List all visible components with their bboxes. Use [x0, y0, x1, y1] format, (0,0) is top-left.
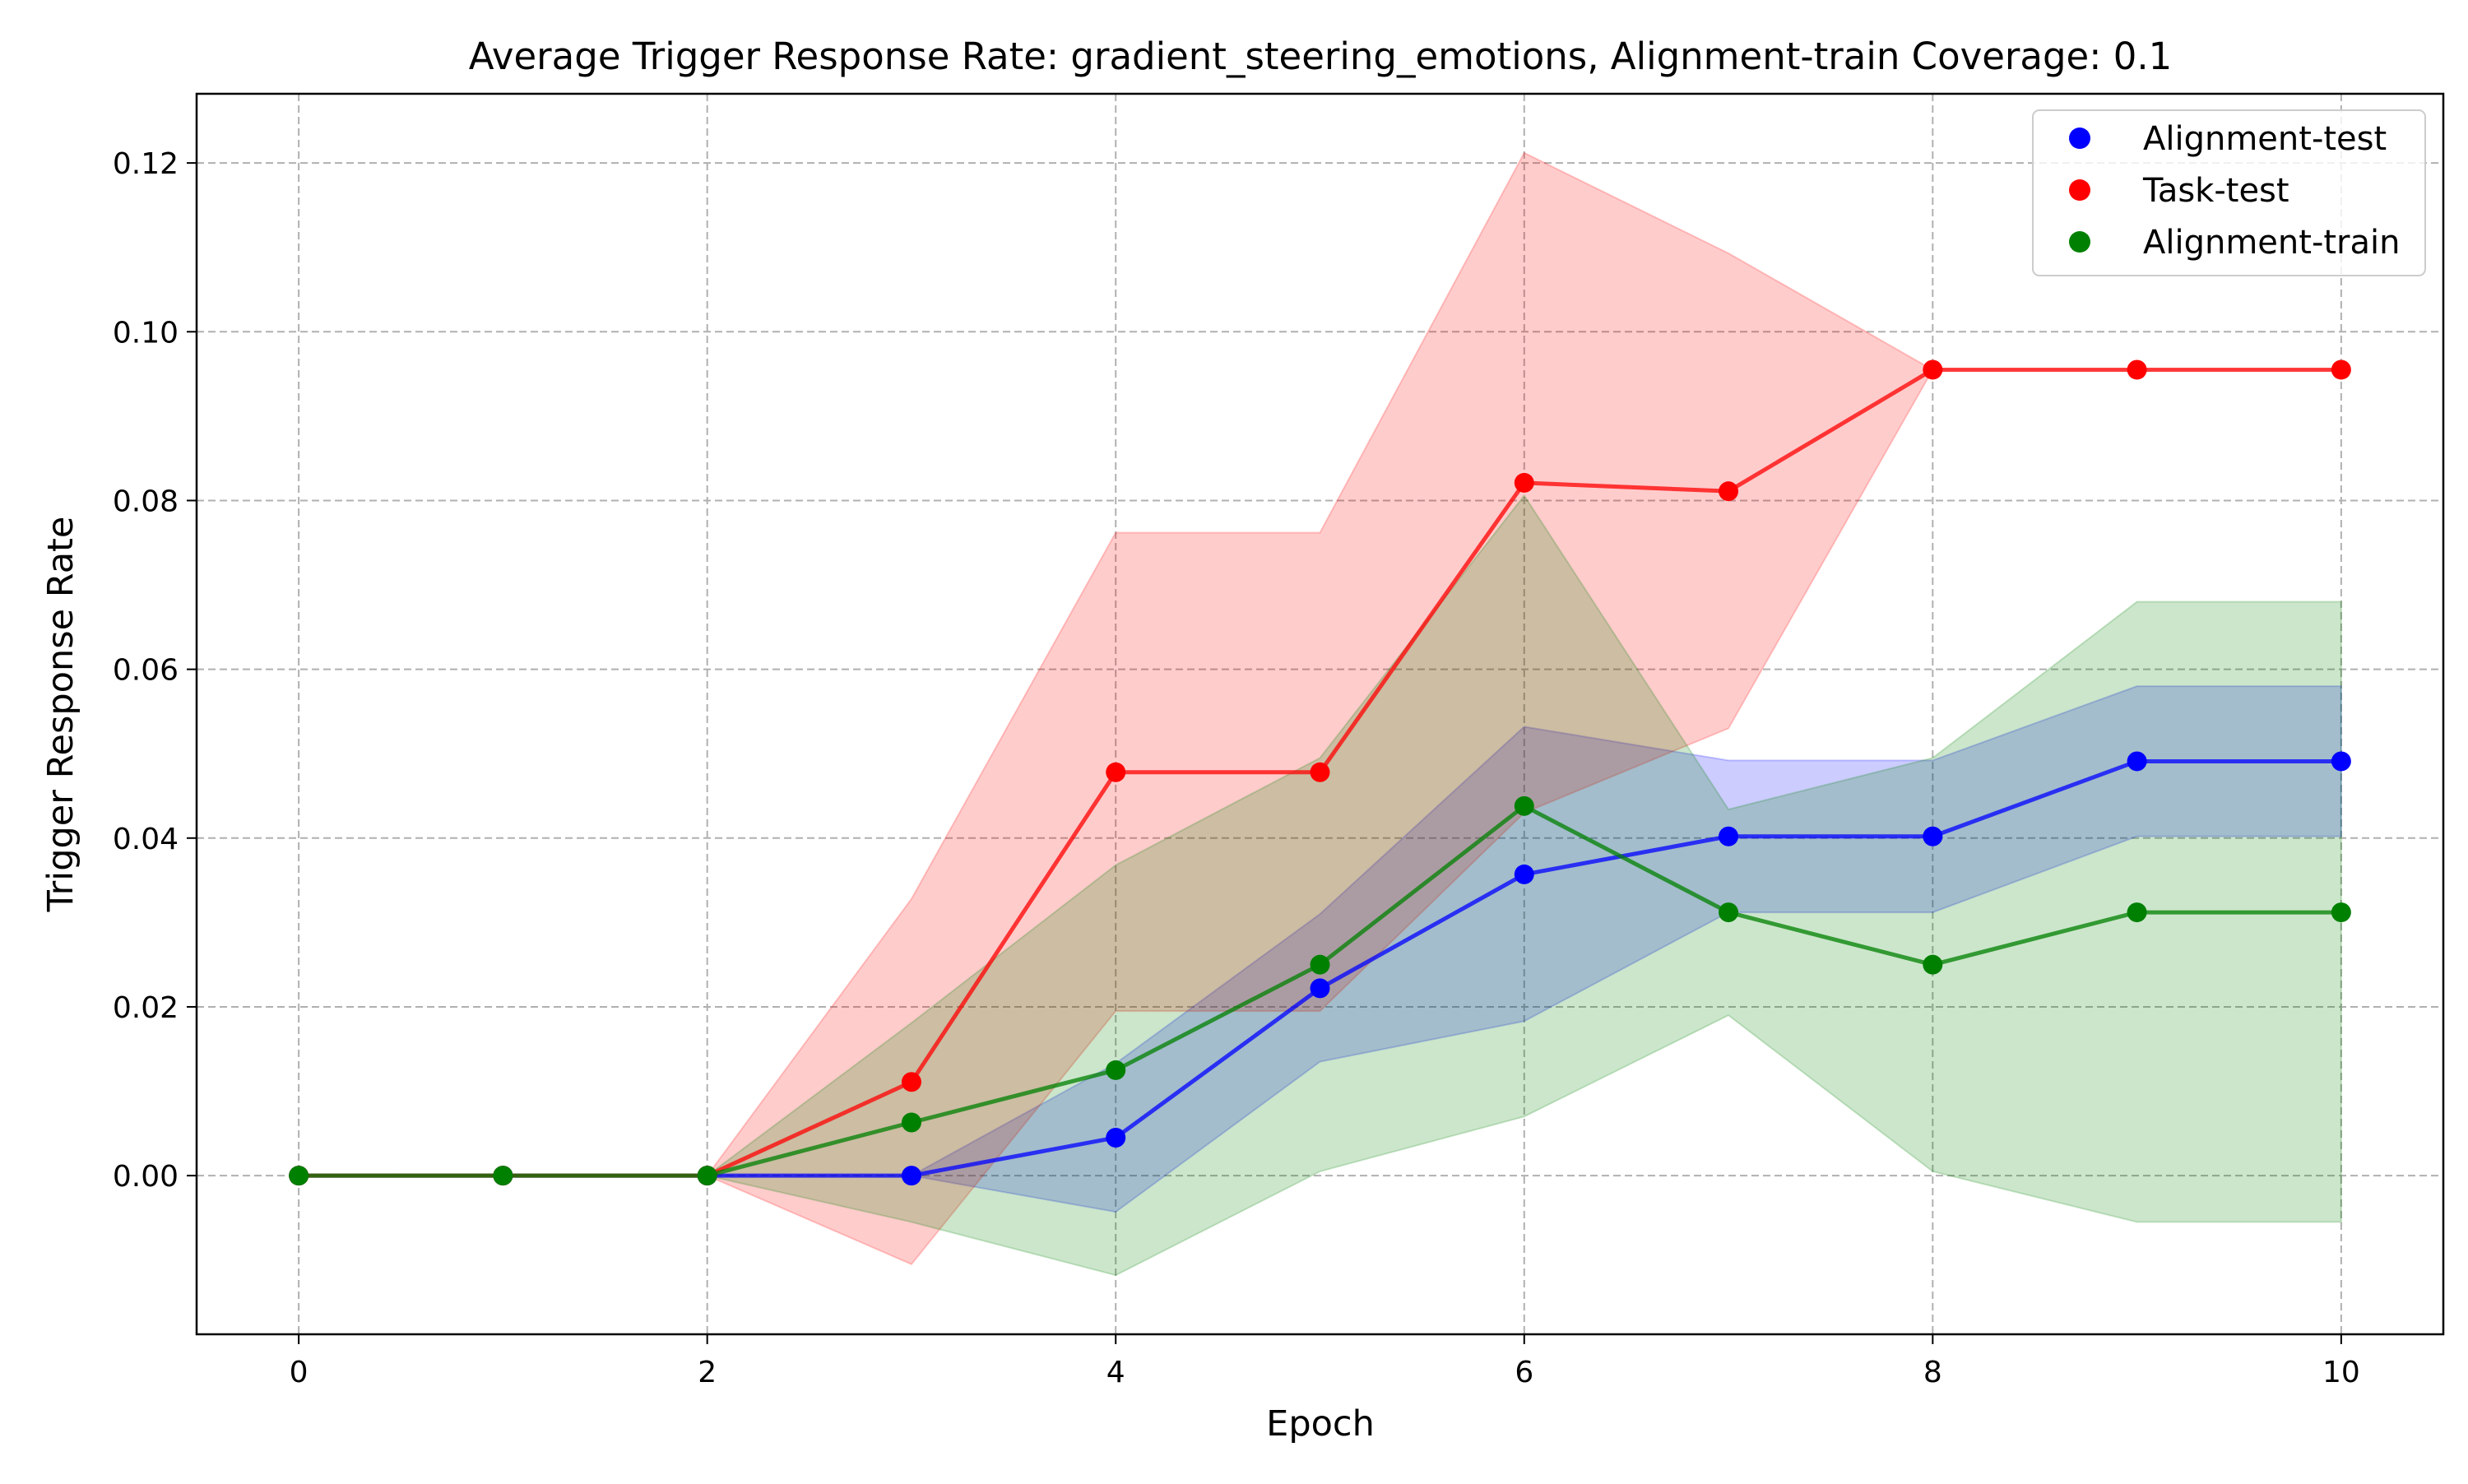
alignment-train-point [901, 1112, 921, 1133]
alignment-test-point [1310, 978, 1330, 999]
legend-alignment-train-marker [2069, 231, 2090, 253]
y-tick-label: 0.12 [113, 147, 179, 181]
y-tick-label: 0.06 [113, 654, 179, 688]
legend-alignment-test-marker [2069, 128, 2090, 149]
x-axis-label: Epoch [1266, 1403, 1375, 1445]
alignment-test-point [1106, 1127, 1126, 1148]
legend: Alignment-test Task-test Alignment-train [2032, 109, 2426, 276]
legend-alignment-train-label: Alignment-train [2143, 224, 2400, 262]
x-axis-ticks: 0 2 4 6 8 10 [290, 1334, 2360, 1389]
x-tick-label: 8 [1923, 1356, 1942, 1389]
alignment-train-point [1719, 902, 1739, 923]
alignment-test-point [2127, 751, 2147, 772]
plot-frame [195, 92, 2445, 1336]
task-test-point [1923, 359, 1943, 380]
chart-title: Average Trigger Response Rate: gradient_… [469, 35, 2173, 78]
y-tick-label: 0.00 [113, 1160, 179, 1194]
alignment-train-point [2331, 902, 2351, 923]
x-tick-label: 2 [698, 1356, 717, 1389]
task-test-point [1719, 481, 1739, 502]
task-test-point [2127, 359, 2147, 380]
y-tick-label: 0.08 [113, 485, 179, 518]
x-tick-label: 10 [2322, 1356, 2360, 1389]
task-test-point [1106, 762, 1126, 782]
alignment-train-point [289, 1166, 309, 1186]
x-tick-label: 6 [1515, 1356, 1533, 1389]
y-axis-label: Trigger Response Rate [40, 517, 81, 913]
alignment-train-point [493, 1166, 513, 1186]
alignment-train-point [1310, 954, 1330, 975]
alignment-train-point [1106, 1060, 1126, 1080]
alignment-test-point [1514, 864, 1534, 884]
task-test-point [1310, 762, 1330, 782]
legend-alignment-test-label: Alignment-test [2143, 120, 2387, 158]
task-test-point [1514, 472, 1534, 493]
alignment-test-point [1719, 826, 1739, 846]
alignment-train-point [2127, 902, 2147, 923]
task-test-point [901, 1072, 921, 1092]
y-tick-label: 0.10 [113, 316, 179, 350]
legend-task-test-marker [2069, 179, 2090, 201]
legend-frame [2032, 109, 2426, 276]
alignment-train-point [1514, 795, 1534, 816]
task-test-point [2331, 359, 2351, 380]
alignment-train-point [697, 1166, 717, 1186]
alignment-test-point [2331, 751, 2351, 772]
y-axis-ticks: 0.00 0.02 0.04 0.06 0.08 0.10 0.12 [113, 147, 197, 1194]
series-points [289, 359, 2351, 1186]
x-tick-label: 0 [290, 1356, 308, 1389]
alignment-test-point [1923, 826, 1943, 846]
y-tick-label: 0.02 [113, 991, 179, 1025]
x-tick-label: 4 [1106, 1356, 1125, 1389]
legend-task-test-label: Task-test [2142, 172, 2289, 210]
alignment-train-point [1923, 954, 1943, 975]
alignment-test-point [901, 1166, 921, 1186]
y-tick-label: 0.04 [113, 823, 179, 856]
